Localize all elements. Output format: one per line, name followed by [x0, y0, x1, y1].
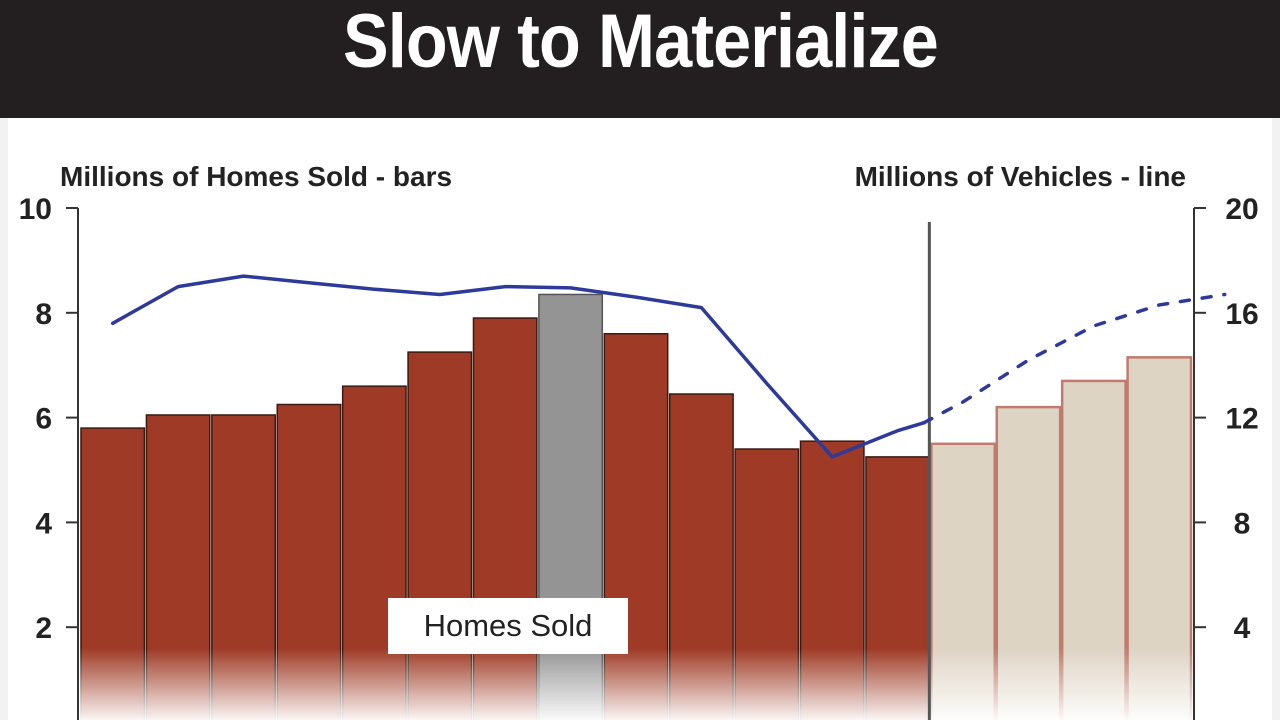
vehicles-line-forecast: [922, 292, 1227, 425]
left-axis-title: Millions of Homes Sold - bars: [60, 161, 452, 192]
vehicles-line-actual: [110, 274, 926, 459]
right-axis-title: Millions of Vehicles - line: [855, 161, 1186, 192]
chart-title: Slow to Materialize: [342, 0, 939, 84]
right-tick-label: 4: [1234, 612, 1251, 645]
right-tick-label: 8: [1234, 507, 1251, 540]
legend-box: [388, 598, 628, 654]
line-layer: [110, 274, 1227, 459]
right-tick-label: 12: [1225, 403, 1258, 436]
title-bar: Slow to Materialize: [0, 0, 1280, 118]
right-tick-label: 0: [1234, 717, 1251, 720]
axes-layer: 0 2 4 6 8 10 0 4 8 12 16 20: [19, 193, 1259, 720]
left-tick-label: 6: [35, 403, 52, 436]
right-tick-label: 16: [1225, 298, 1258, 331]
chart-canvas: Millions of Homes Sold - bars Millions o…: [8, 161, 1272, 720]
left-tick-label: 0: [35, 717, 52, 720]
left-tick-label: 8: [35, 298, 52, 331]
right-tick-label: 20: [1225, 193, 1258, 226]
left-tick-label: 4: [35, 507, 52, 540]
legend: Homes Sold: [388, 598, 628, 654]
plot-panel: Millions of Homes Sold - bars Millions o…: [8, 118, 1272, 720]
legend-label-homes-sold: Homes Sold: [424, 608, 593, 643]
bottom-fade-overlay: [8, 648, 1272, 720]
left-tick-label: 2: [35, 612, 52, 645]
left-tick-label: 10: [19, 193, 52, 226]
